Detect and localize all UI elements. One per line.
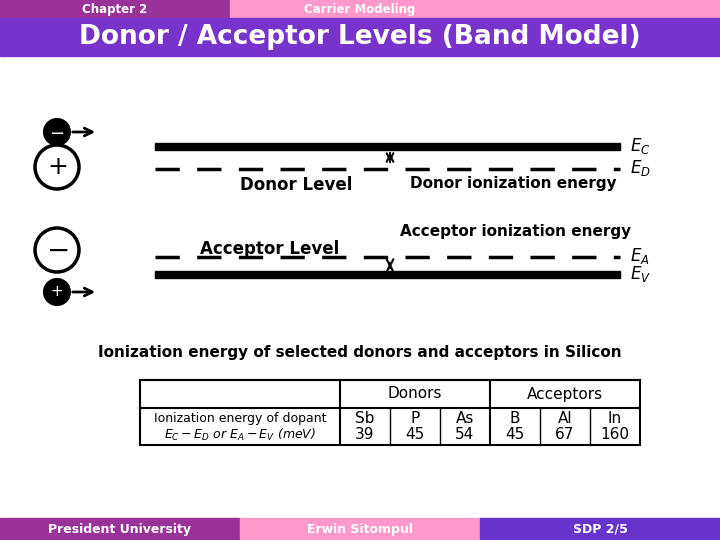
Bar: [155, 143, 620, 150]
Text: 39: 39: [355, 427, 374, 442]
Circle shape: [44, 279, 70, 305]
Bar: [240, 518, 480, 540]
Text: Chapter 2: Chapter 2: [82, 3, 148, 16]
Text: Donor / Acceptor Levels (Band Model): Donor / Acceptor Levels (Band Model): [79, 24, 641, 50]
Text: $E_D$: $E_D$: [630, 159, 651, 179]
Text: 160: 160: [600, 427, 629, 442]
Bar: [230, 0, 720, 18]
Text: $E_V$: $E_V$: [630, 265, 651, 285]
Text: Donor ionization energy: Donor ionization energy: [410, 176, 616, 191]
Bar: [140, 380, 640, 445]
Bar: [155, 271, 620, 278]
Text: 45: 45: [405, 427, 425, 442]
Text: $+$: $+$: [50, 285, 63, 300]
Bar: [0, 0, 230, 18]
Text: Acceptors: Acceptors: [527, 387, 603, 402]
Text: $E_A$: $E_A$: [630, 246, 649, 267]
Text: $-$: $-$: [50, 123, 65, 141]
Text: Acceptor Level: Acceptor Level: [200, 240, 339, 258]
Bar: [0, 518, 240, 540]
Text: Donor Level: Donor Level: [240, 176, 352, 194]
Text: In: In: [608, 411, 622, 426]
Text: B: B: [510, 411, 521, 426]
Bar: [480, 518, 720, 540]
Text: 54: 54: [455, 427, 474, 442]
Text: Carrier Modeling: Carrier Modeling: [305, 3, 415, 16]
Text: Ionization energy of selected donors and acceptors in Silicon: Ionization energy of selected donors and…: [98, 345, 622, 360]
Text: 45: 45: [505, 427, 525, 442]
Text: $+$: $+$: [47, 155, 67, 179]
Text: $E_C - E_D$ or $E_A - E_V$ (meV): $E_C - E_D$ or $E_A - E_V$ (meV): [164, 427, 316, 443]
Text: Ionization energy of dopant: Ionization energy of dopant: [154, 412, 326, 425]
Circle shape: [44, 119, 70, 145]
Text: Erwin Sitompul: Erwin Sitompul: [307, 523, 413, 536]
Bar: [0, 18, 720, 56]
Text: SDP 2/5: SDP 2/5: [572, 523, 627, 536]
Text: 67: 67: [555, 427, 575, 442]
Text: As: As: [456, 411, 474, 426]
Text: Acceptor ionization energy: Acceptor ionization energy: [400, 224, 631, 239]
Text: P: P: [410, 411, 420, 426]
Text: Sb: Sb: [355, 411, 374, 426]
Text: $-$: $-$: [46, 236, 68, 264]
Text: Al: Al: [558, 411, 572, 426]
Text: $E_C$: $E_C$: [630, 137, 651, 157]
Text: President University: President University: [48, 523, 192, 536]
Text: Donors: Donors: [388, 387, 442, 402]
